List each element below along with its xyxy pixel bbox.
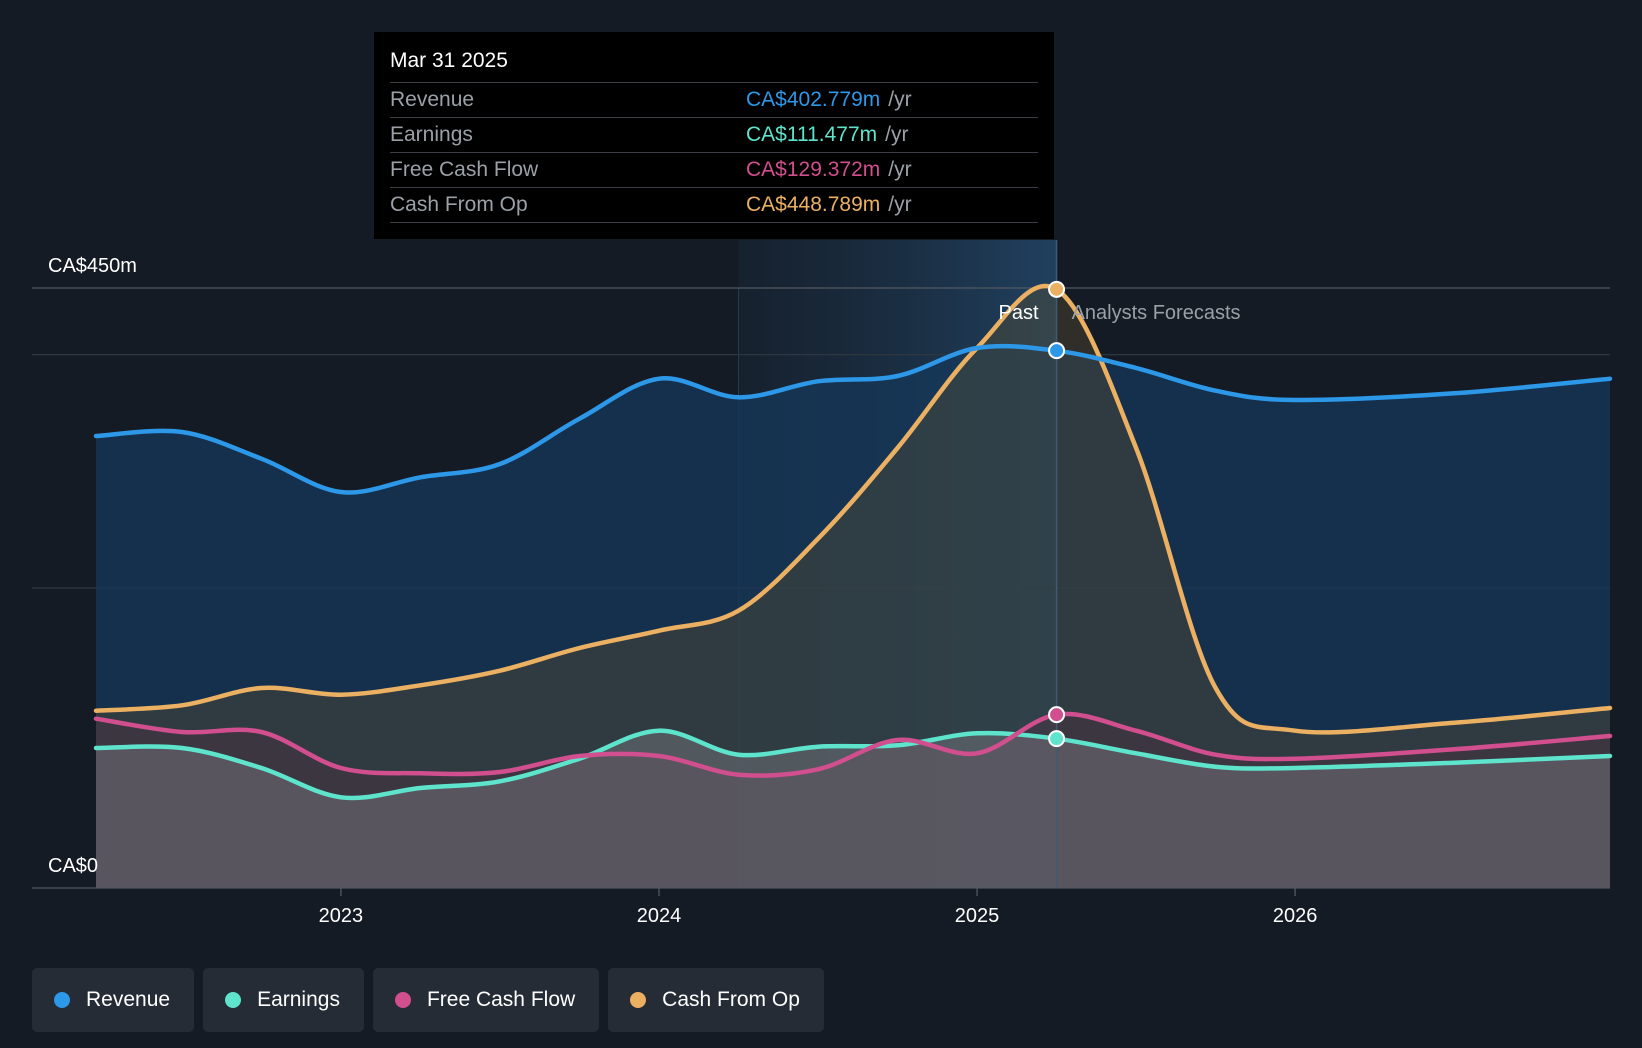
tooltip-value: CA$111.477m bbox=[746, 123, 878, 146]
legend-dot-icon bbox=[630, 992, 647, 1008]
tooltip-unit: /yr bbox=[888, 158, 912, 181]
line-revenue bbox=[93, 343, 1613, 495]
legend-dot-icon bbox=[394, 992, 411, 1008]
area-revenue bbox=[96, 346, 1610, 888]
marker-free-cash-flow bbox=[1048, 706, 1066, 724]
tooltip-label: Cash From Op bbox=[390, 193, 528, 216]
legend-dot-icon bbox=[54, 992, 70, 1008]
tooltip-value: CA$402.779m bbox=[746, 88, 881, 111]
area-cash-from-op bbox=[96, 285, 1610, 888]
legend-label: Free Cash Flow bbox=[426, 988, 576, 1011]
legend-label: Revenue bbox=[86, 988, 171, 1011]
line-earnings bbox=[93, 728, 1613, 801]
tooltip-row-cash-from-op: Cash From Op CA$448.789m /yr bbox=[390, 188, 1038, 223]
x-tick-label: 2023 bbox=[319, 905, 364, 927]
line-free-cash-flow bbox=[93, 711, 1613, 778]
tooltip-label: Revenue bbox=[390, 88, 475, 111]
legend-label: Cash From Op bbox=[662, 988, 800, 1011]
legend-item-revenue[interactable]: Revenue bbox=[32, 968, 195, 1032]
y-tick-label: CA$0 bbox=[48, 855, 98, 877]
tooltip-value: CA$448.789m bbox=[746, 193, 881, 216]
tooltip-label: Free Cash Flow bbox=[390, 158, 539, 181]
tooltip-label: Earnings bbox=[390, 123, 473, 146]
tooltip-row-earnings: Earnings CA$111.477m /yr bbox=[390, 118, 1038, 153]
x-tick-label: 2026 bbox=[1273, 905, 1318, 927]
forecast-label: Analysts Forecasts bbox=[1072, 302, 1241, 324]
marker-earnings bbox=[1048, 730, 1066, 748]
legend-item-earnings[interactable]: Earnings bbox=[203, 968, 364, 1032]
tooltip: Mar 31 2025 Revenue CA$402.779m /yr Earn… bbox=[374, 32, 1054, 239]
chart-canvas: 2023 2024 2025 2026 CA$0 CA$450m Past Analysts … bbox=[32, 240, 1613, 927]
legend-dot-icon bbox=[225, 992, 242, 1008]
marker-revenue bbox=[1048, 342, 1066, 360]
tooltip-unit: /yr bbox=[888, 193, 912, 216]
tooltip-row-free-cash-flow: Free Cash Flow CA$129.372m /yr bbox=[390, 153, 1038, 188]
x-tick-label: 2024 bbox=[637, 905, 682, 927]
legend-item-free-cash-flow[interactable]: Free Cash Flow bbox=[372, 968, 600, 1032]
line-cash-from-op bbox=[93, 283, 1613, 735]
legend-item-cash-from-op[interactable]: Cash From Op bbox=[608, 968, 824, 1032]
tooltip-row-revenue: Revenue CA$402.779m /yr bbox=[390, 83, 1038, 118]
tooltip-date: Mar 31 2025 bbox=[390, 46, 1038, 83]
tooltip-value: CA$129.372m bbox=[746, 158, 881, 181]
tooltip-unit: /yr bbox=[888, 88, 912, 111]
marker-cash-from-op bbox=[1048, 280, 1066, 298]
x-tick-label: 2025 bbox=[955, 905, 1000, 927]
past-label: Past bbox=[999, 302, 1039, 324]
legend: Revenue Earnings Free Cash Flow Cash Fro… bbox=[32, 968, 824, 1032]
y-tick-label: CA$450m bbox=[48, 255, 137, 277]
tooltip-unit: /yr bbox=[885, 123, 909, 146]
legend-label: Earnings bbox=[257, 988, 340, 1011]
